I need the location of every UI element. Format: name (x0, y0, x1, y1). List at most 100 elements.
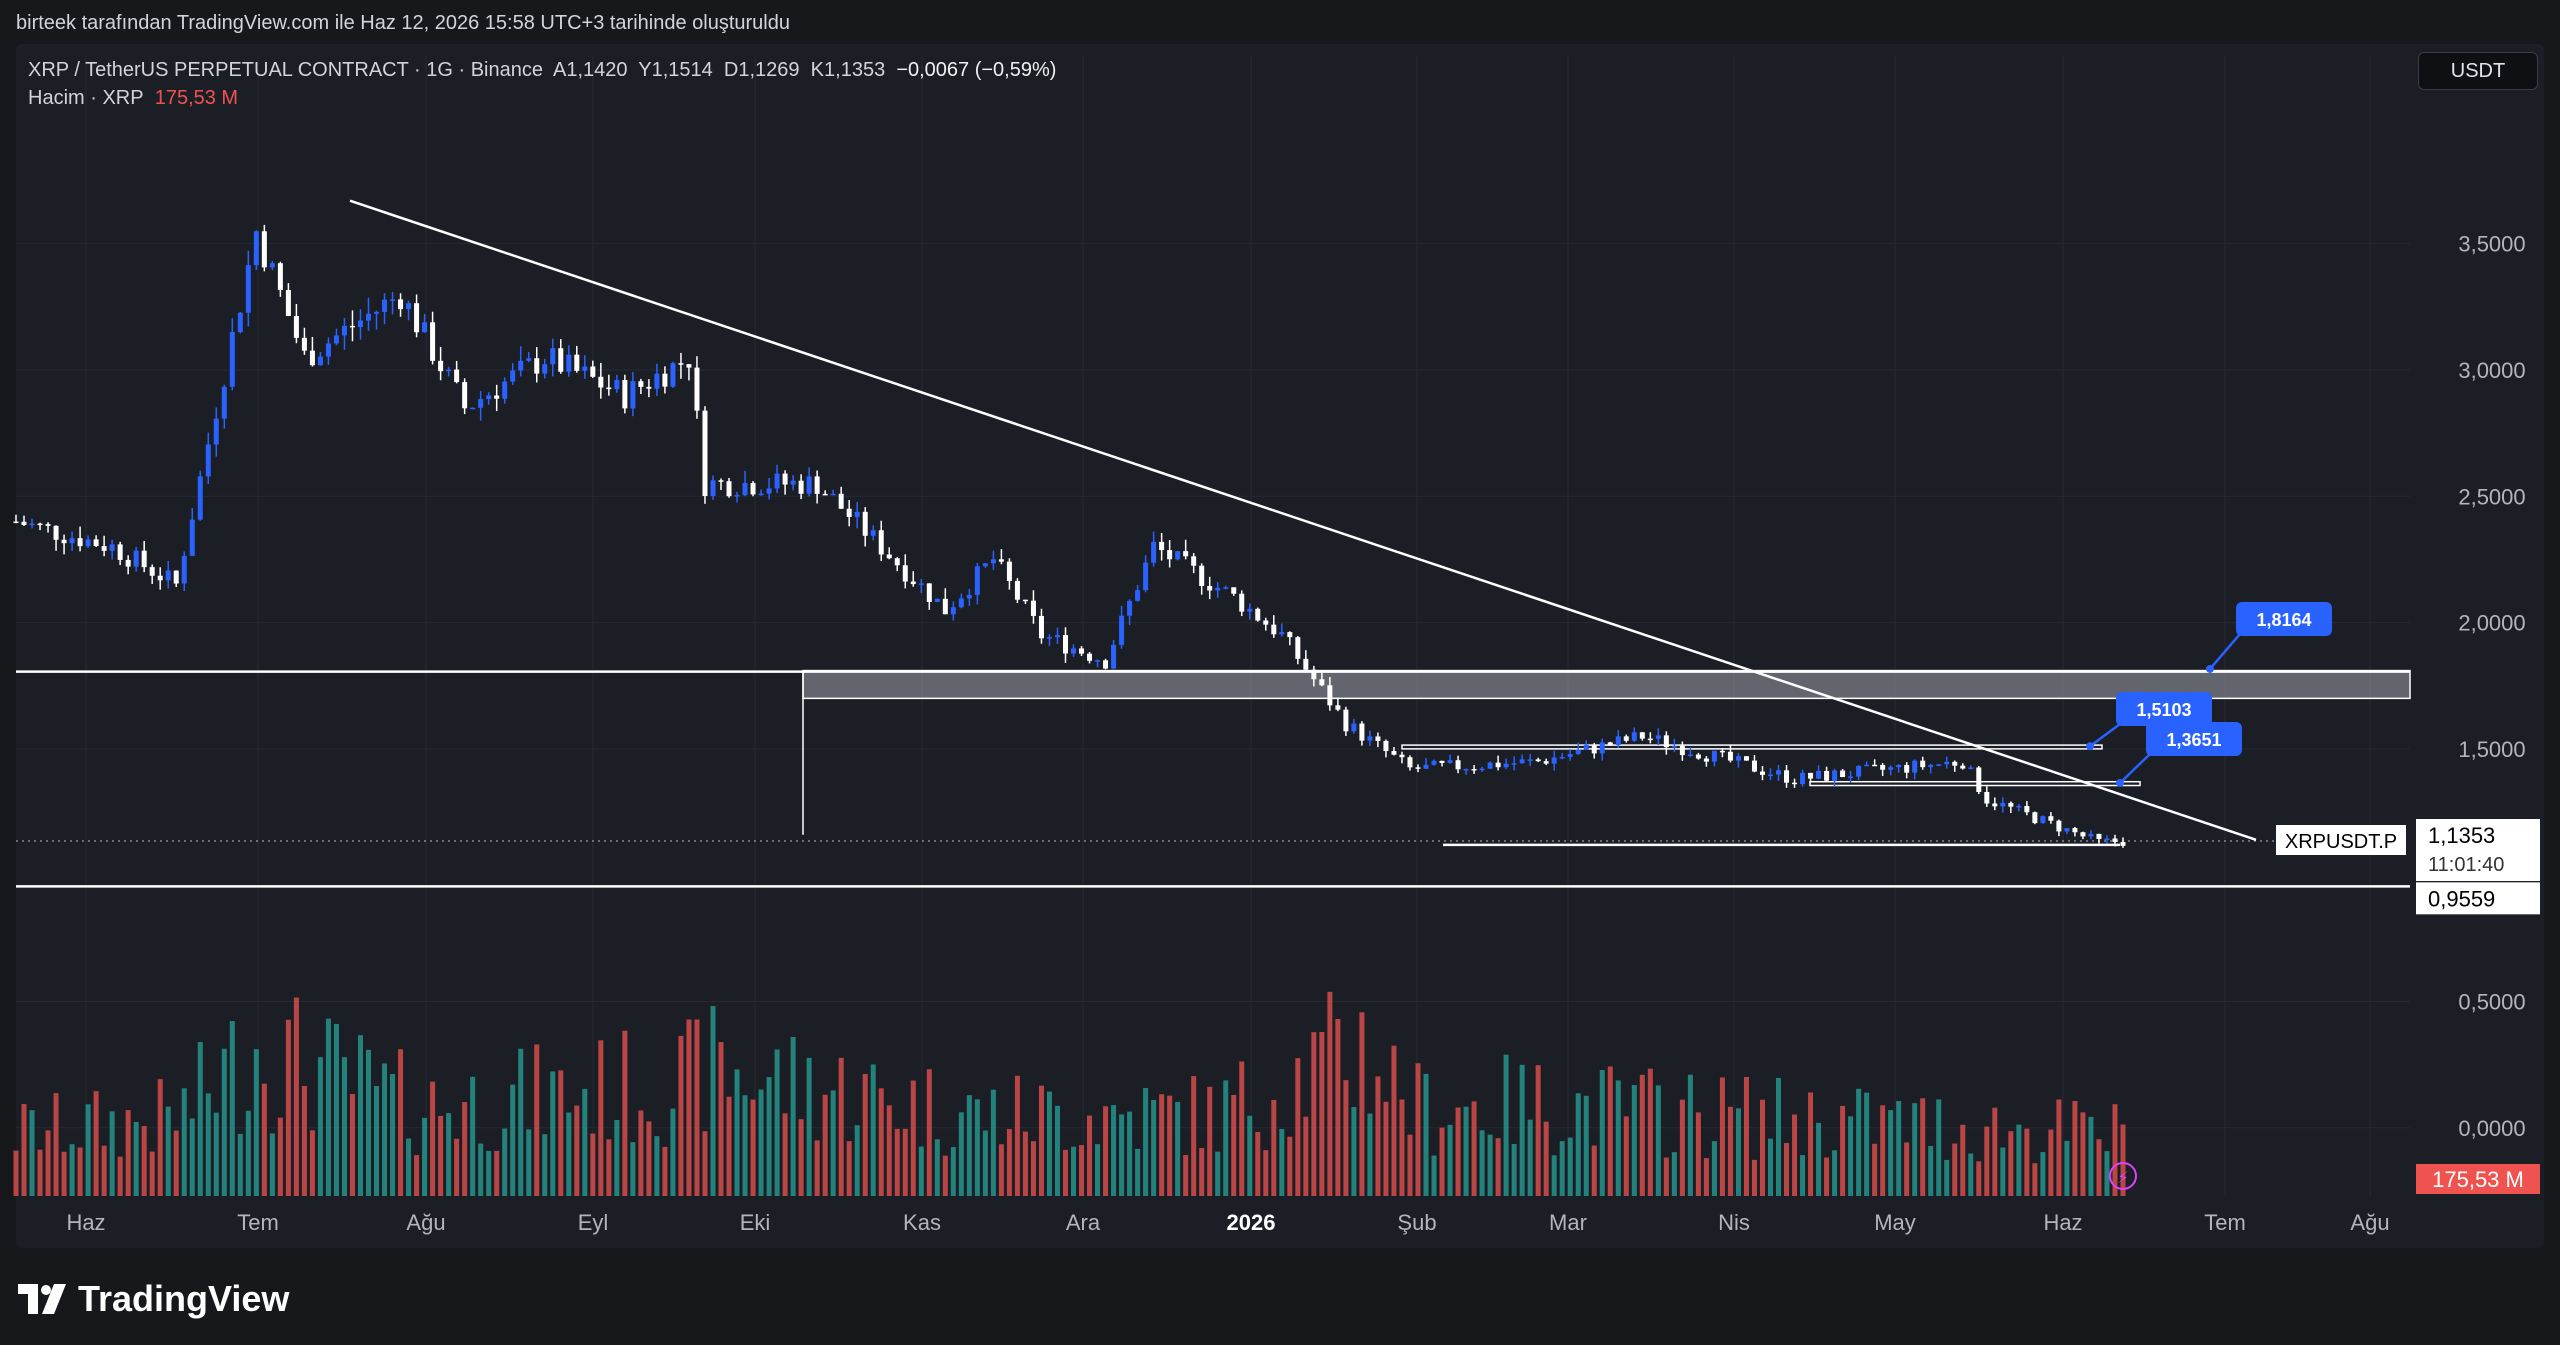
volume-bar[interactable] (638, 1110, 644, 1196)
volume-bar[interactable] (1343, 1080, 1349, 1196)
volume-bar[interactable] (1079, 1145, 1085, 1196)
candle-body[interactable] (2112, 838, 2118, 843)
candle-body[interactable] (117, 544, 123, 560)
candle-body[interactable] (1527, 759, 1533, 761)
volume-bar[interactable] (958, 1112, 964, 1196)
volume-bar[interactable] (1062, 1149, 1068, 1196)
candle-body[interactable] (61, 539, 67, 544)
volume-bar[interactable] (237, 1133, 243, 1196)
volume-bar[interactable] (1808, 1092, 1814, 1196)
candle-body[interactable] (1159, 541, 1165, 551)
candle-body[interactable] (253, 231, 259, 266)
candle-body[interactable] (1087, 653, 1093, 661)
volume-bar[interactable] (2040, 1152, 2046, 1196)
candle-body[interactable] (814, 476, 820, 494)
candle-body[interactable] (806, 476, 812, 494)
volume-bar[interactable] (374, 1085, 380, 1196)
candle-body[interactable] (213, 418, 219, 445)
volume-bar[interactable] (173, 1130, 179, 1196)
candle-body[interactable] (1567, 754, 1573, 757)
candle-body[interactable] (606, 387, 612, 390)
volume-bar[interactable] (1519, 1064, 1525, 1196)
volume-bar[interactable] (341, 1057, 347, 1196)
candle-body[interactable] (1471, 768, 1477, 771)
candle-body[interactable] (566, 354, 572, 372)
candle-body[interactable] (229, 332, 235, 387)
candle-body[interactable] (486, 395, 492, 400)
candle-body[interactable] (918, 583, 924, 585)
volume-bar[interactable] (37, 1149, 43, 1196)
candle-body[interactable] (1143, 562, 1149, 591)
candle-body[interactable] (462, 382, 468, 409)
volume-bar[interactable] (29, 1110, 35, 1196)
volume-bar[interactable] (1255, 1131, 1261, 1196)
candle-body[interactable] (181, 555, 187, 584)
volume-bar[interactable] (598, 1040, 604, 1196)
volume-bar[interactable] (2000, 1147, 2006, 1196)
volume-bar[interactable] (542, 1134, 548, 1196)
volume-bar[interactable] (141, 1126, 147, 1196)
volume-bar[interactable] (181, 1088, 187, 1196)
volume-bar[interactable] (149, 1151, 155, 1196)
candle-body[interactable] (1367, 736, 1373, 741)
volume-bar[interactable] (1303, 1116, 1309, 1196)
candle-body[interactable] (357, 320, 363, 328)
candle-body[interactable] (390, 299, 396, 301)
candle-body[interactable] (950, 607, 956, 615)
volume-bar[interactable] (446, 1113, 452, 1196)
volume-bar[interactable] (1880, 1105, 1886, 1196)
candle-body[interactable] (269, 263, 275, 268)
candle-body[interactable] (1479, 768, 1485, 771)
volume-bar[interactable] (1928, 1145, 1934, 1196)
descending-trendline[interactable] (349, 199, 2257, 842)
volume-bar[interactable] (1719, 1077, 1725, 1196)
volume-bar[interactable] (1743, 1076, 1749, 1196)
candle-body[interactable] (1423, 764, 1429, 769)
volume-bar[interactable] (1567, 1137, 1573, 1196)
volume-bar[interactable] (1615, 1080, 1621, 1196)
candle-body[interactable] (1591, 744, 1597, 754)
volume-bar[interactable] (1904, 1142, 1910, 1196)
candle-body[interactable] (1463, 768, 1469, 771)
candle-body[interactable] (141, 550, 147, 568)
volume-bar[interactable] (902, 1128, 908, 1196)
candle-body[interactable] (574, 354, 580, 371)
volume-bar[interactable] (862, 1073, 868, 1196)
volume-bar[interactable] (2008, 1131, 2014, 1196)
volume-bar[interactable] (1631, 1085, 1637, 1196)
volume-bar[interactable] (1711, 1141, 1717, 1196)
candle-body[interactable] (165, 570, 171, 581)
candle-body[interactable] (1014, 580, 1020, 600)
candle-body[interactable] (221, 386, 227, 419)
volume-bar[interactable] (1327, 991, 1333, 1196)
candle-body[interactable] (293, 315, 299, 338)
volume-bar[interactable] (438, 1115, 444, 1196)
volume-bar[interactable] (550, 1071, 556, 1196)
volume-bar[interactable] (1014, 1075, 1020, 1196)
candle-body[interactable] (1952, 761, 1958, 766)
candle-body[interactable] (349, 325, 355, 328)
volume-bar[interactable] (349, 1094, 355, 1196)
candle-body[interactable] (686, 364, 692, 368)
currency-selector[interactable]: USDT (2418, 52, 2538, 90)
candle-body[interactable] (189, 519, 195, 556)
candle-body[interactable] (149, 567, 155, 576)
volume-bar[interactable] (870, 1064, 876, 1196)
candle-body[interactable] (718, 480, 724, 482)
volume-bar[interactable] (726, 1096, 732, 1196)
candle-body[interactable] (1503, 763, 1509, 768)
volume-bar[interactable] (1527, 1119, 1533, 1196)
volume-bar[interactable] (1231, 1095, 1237, 1196)
candle-body[interactable] (694, 367, 700, 411)
candle-body[interactable] (1759, 771, 1765, 775)
candle-body[interactable] (678, 363, 684, 365)
candle-body[interactable] (1615, 736, 1621, 746)
candle-body[interactable] (1904, 764, 1910, 773)
candle-body[interactable] (774, 473, 780, 489)
volume-bar[interactable] (293, 997, 299, 1196)
candle-body[interactable] (1343, 709, 1349, 732)
candle-body[interactable] (766, 488, 772, 494)
candle-body[interactable] (406, 303, 412, 310)
volume-bar[interactable] (1415, 1063, 1421, 1196)
candle-body[interactable] (1583, 744, 1589, 750)
